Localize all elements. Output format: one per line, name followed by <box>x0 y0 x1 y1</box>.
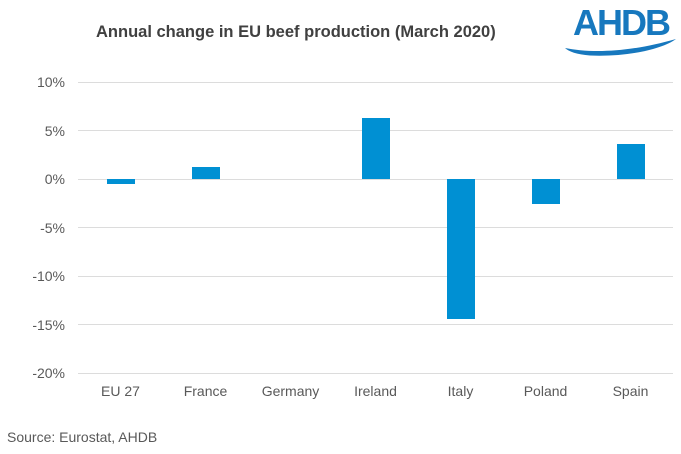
x-axis-tick-label: Poland <box>523 383 568 399</box>
source-note: Source: Eurostat, AHDB <box>7 429 158 445</box>
bar-eu-27 <box>106 179 135 184</box>
y-axis-tick-label: 10% <box>36 74 65 90</box>
bar-ireland <box>361 117 390 179</box>
x-axis-tick-label: Germany <box>261 383 320 399</box>
logo-wave-icon <box>565 39 676 56</box>
x-axis-tick-label: Ireland <box>354 383 397 399</box>
x-axis-tick-label: France <box>183 383 228 399</box>
gridline <box>78 324 673 325</box>
x-axis-tick-label: Spain <box>612 383 649 399</box>
ahdb-logo-text: AHDB <box>573 2 671 43</box>
x-axis-tick-label: EU 27 <box>101 383 140 399</box>
chart-title: Annual change in EU beef production (Mar… <box>96 23 496 41</box>
y-axis-tick-label: 5% <box>44 122 65 139</box>
ahdb-logo: AHDB <box>565 2 677 57</box>
gridline <box>78 81 673 83</box>
gridline <box>78 178 673 180</box>
bar-france <box>191 167 220 179</box>
y-axis-tick-label: -20% <box>32 365 65 381</box>
bar-italy <box>446 179 475 319</box>
y-axis-tick-label: -5% <box>40 219 65 236</box>
gridline <box>78 372 673 374</box>
y-axis-tick-label: 0% <box>44 171 65 187</box>
y-axis-tick-label: -10% <box>32 268 65 284</box>
x-axis-tick-label: Italy <box>447 383 474 399</box>
bar-poland <box>531 179 560 205</box>
gridline <box>78 275 673 277</box>
y-axis-tick-label: -15% <box>32 316 65 333</box>
gridline <box>78 227 673 228</box>
bar-spain <box>616 144 645 179</box>
